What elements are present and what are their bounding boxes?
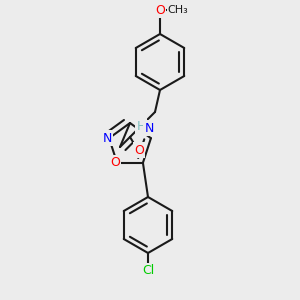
Text: N: N — [102, 132, 112, 145]
Text: O: O — [110, 156, 120, 169]
Text: Cl: Cl — [142, 265, 154, 278]
Text: O: O — [134, 143, 144, 157]
Text: CH₃: CH₃ — [168, 5, 188, 15]
Text: N: N — [144, 122, 154, 134]
Text: O: O — [155, 4, 165, 16]
Text: H: H — [136, 119, 146, 133]
